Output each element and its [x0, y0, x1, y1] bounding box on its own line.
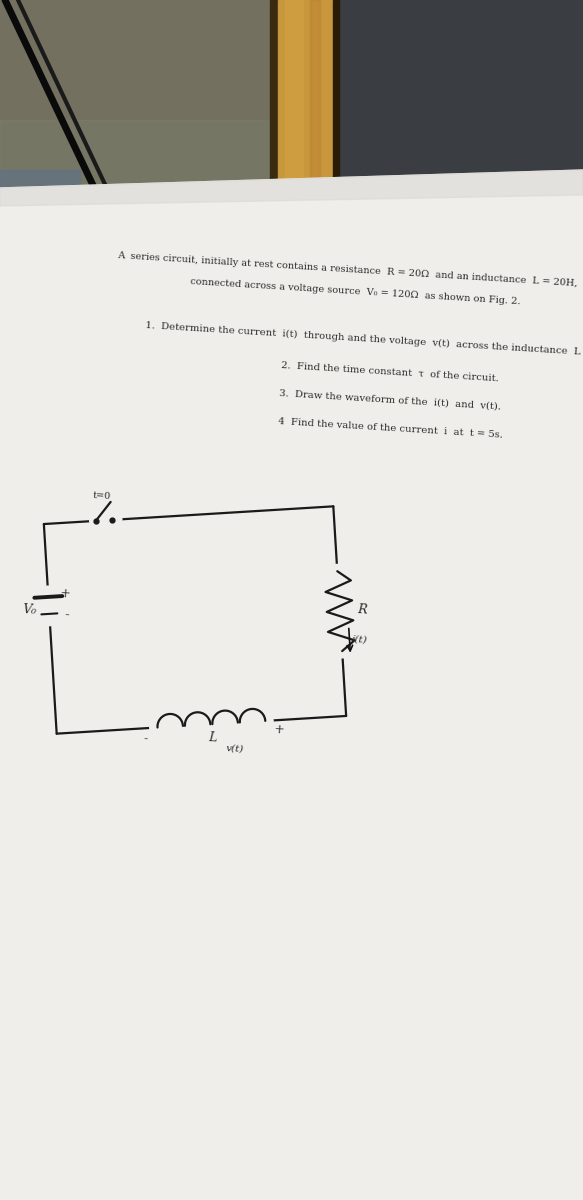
Bar: [0, 0, 275, 230]
Text: R: R: [357, 604, 367, 617]
Text: -: -: [64, 607, 69, 622]
Text: V₀: V₀: [22, 604, 37, 617]
Text: -: -: [143, 732, 147, 745]
Text: 1.  Determine the current  i(t)  through and the voltage  v(t)  across the induc: 1. Determine the current i(t) through an…: [145, 320, 583, 360]
Text: 2.  Find the time constant  τ  of the circuit.: 2. Find the time constant τ of the circu…: [281, 361, 499, 383]
Text: t=0: t=0: [93, 491, 111, 502]
Bar: [310, 0, 320, 230]
Text: v(t): v(t): [226, 744, 244, 754]
Bar: [278, 0, 333, 230]
Text: i(t): i(t): [352, 635, 367, 644]
Bar: [270, 0, 278, 230]
Bar: [285, 0, 303, 230]
Bar: [310, 0, 583, 230]
Polygon shape: [0, 170, 583, 206]
Polygon shape: [0, 170, 583, 1200]
Text: L: L: [208, 732, 217, 745]
Bar: [0, 120, 270, 230]
Bar: [333, 0, 339, 230]
Text: connected across a voltage source  V₀ = 120Ω  as shown on Fig. 2.: connected across a voltage source V₀ = 1…: [189, 277, 521, 306]
Text: A  series circuit, initially at rest contains a resistance  R = 20Ω  and an indu: A series circuit, initially at rest cont…: [118, 251, 583, 289]
Bar: [0, 0, 310, 230]
Text: 4  Find the value of the current  i  at  t = 5s.: 4 Find the value of the current i at t =…: [278, 416, 503, 439]
Bar: [0, 170, 80, 230]
Text: 3.  Draw the waveform of the  i(t)  and  v(t).: 3. Draw the waveform of the i(t) and v(t…: [279, 389, 501, 412]
Text: +: +: [273, 724, 285, 737]
Text: +: +: [59, 587, 71, 601]
